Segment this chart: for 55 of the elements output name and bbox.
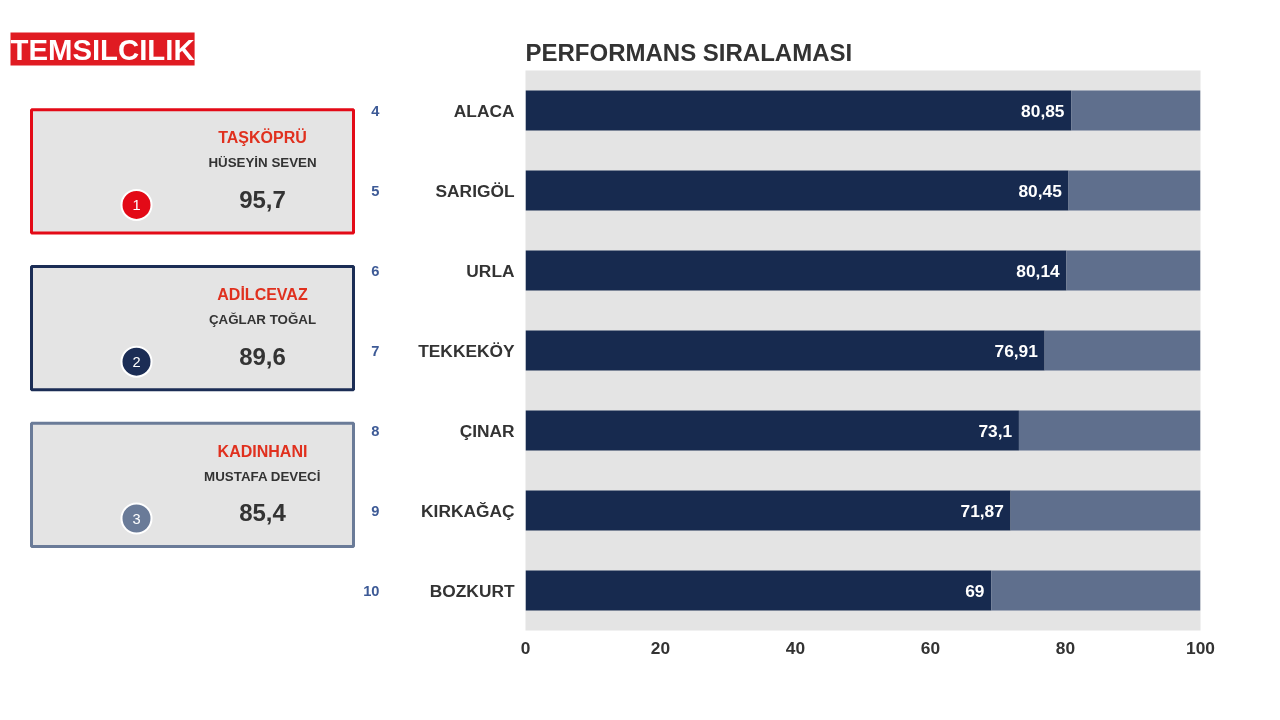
x-tick-label: 0 <box>520 637 531 658</box>
bar <box>525 170 1069 211</box>
y-tick-label: ALACA <box>453 100 515 121</box>
text: 7 <box>371 342 380 359</box>
y-tick-label: URLA <box>466 260 515 281</box>
y-tick-label: KIRKAĞAÇ <box>421 500 515 521</box>
text: 89,6 <box>239 342 286 370</box>
text: TEMSILCILIK <box>10 32 195 66</box>
text: ÇAĞLAR TOĞAL <box>208 312 317 328</box>
x-tick-label: 40 <box>785 637 806 658</box>
bar <box>1066 250 1201 291</box>
x-tick-label: 100 <box>1186 637 1215 658</box>
text: 5 <box>371 182 380 199</box>
y-tick-label: BOZKURT <box>429 580 515 601</box>
bar <box>1010 490 1201 531</box>
text: 1 <box>132 196 141 213</box>
text: TAŞKÖPRÜ <box>218 128 307 147</box>
text: 95,7 <box>239 185 286 213</box>
bar <box>1018 410 1201 451</box>
bar <box>525 410 1019 451</box>
y-tick-label: SARIGÖL <box>435 180 515 201</box>
y-tick-label: ÇINAR <box>459 420 515 441</box>
data-label: 69 <box>965 580 985 601</box>
bar <box>525 490 1011 531</box>
bar <box>991 570 1201 611</box>
bar <box>525 90 1072 131</box>
text: HÜSEYİN SEVEN <box>208 155 317 171</box>
data-label: 80,14 <box>1016 260 1061 281</box>
x-tick-label: 60 <box>920 637 941 658</box>
data-label: 71,87 <box>960 500 1004 521</box>
y-tick-label: TEKKEKÖY <box>418 340 515 361</box>
bar <box>1044 330 1201 371</box>
text: 2 <box>132 353 141 370</box>
x-tick-label: 80 <box>1055 637 1076 658</box>
bar <box>525 330 1045 371</box>
text: 8 <box>371 422 380 439</box>
x-tick-label: 20 <box>650 637 671 658</box>
text: 4 <box>371 102 381 119</box>
bar <box>1071 90 1201 131</box>
text: 85,4 <box>239 499 287 527</box>
text: MUSTAFA DEVECİ <box>204 469 321 484</box>
text: 3 <box>132 510 141 527</box>
data-label: 73,1 <box>978 420 1013 441</box>
text: ADİLCEVAZ <box>217 286 308 303</box>
text: KADINHANI <box>217 442 308 460</box>
text: 6 <box>371 262 380 279</box>
bar <box>525 570 992 611</box>
chart-subtitle: PERFORMANS SIRALAMASI <box>525 38 853 66</box>
text: 10 <box>363 582 380 599</box>
text: 9 <box>371 502 380 519</box>
data-label: 80,45 <box>1018 180 1063 201</box>
data-label: 80,85 <box>1021 100 1065 121</box>
data-label: 76,91 <box>994 340 1039 361</box>
bar <box>1068 170 1201 211</box>
bar <box>525 250 1067 291</box>
